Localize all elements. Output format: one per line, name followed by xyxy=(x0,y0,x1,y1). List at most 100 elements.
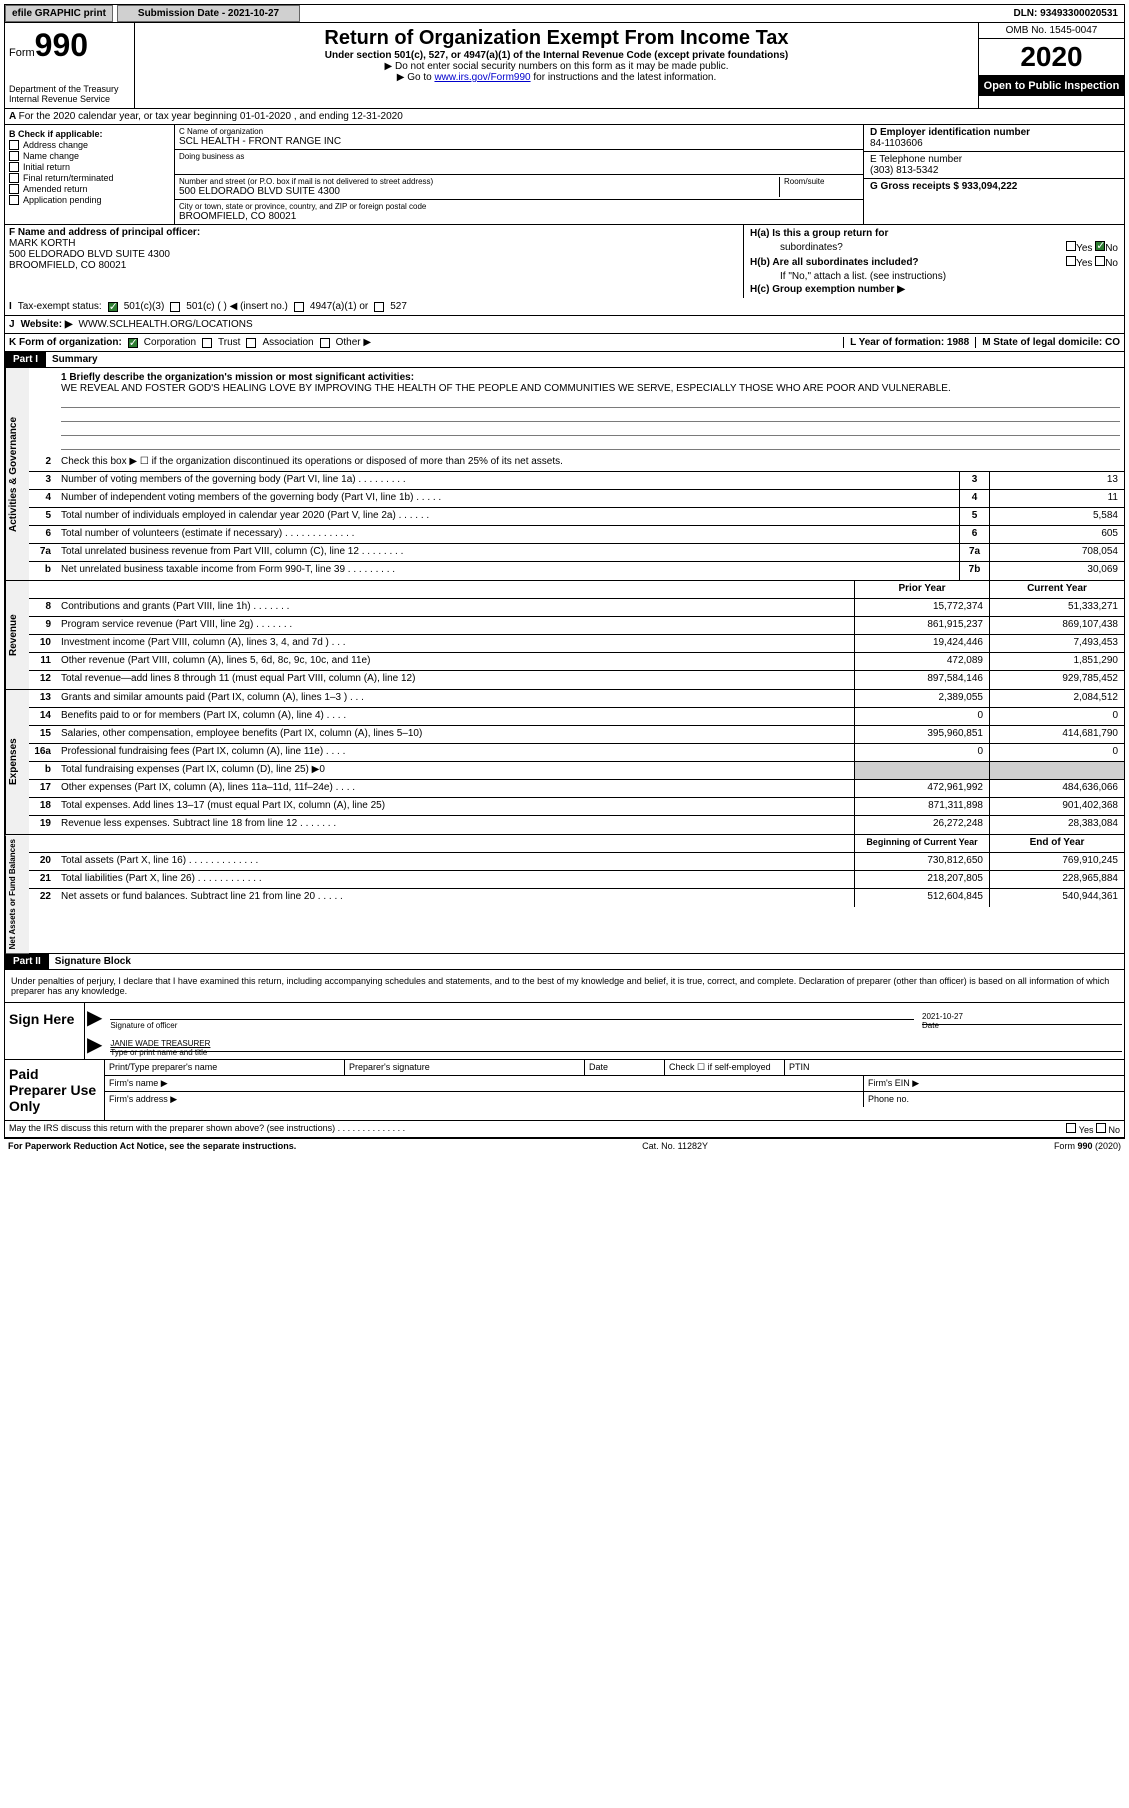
checkbox-initial[interactable] xyxy=(9,162,19,172)
no-label: No xyxy=(1108,1125,1120,1135)
omb-number: OMB No. 1545-0047 xyxy=(979,23,1124,39)
part1-header: Part I xyxy=(5,352,46,367)
checkbox-address[interactable] xyxy=(9,140,19,150)
527-checkbox[interactable] xyxy=(374,302,384,312)
dba-label: Doing business as xyxy=(179,152,859,161)
sign-here-label: Sign Here xyxy=(5,1003,85,1059)
box-c: C Name of organization SCL HEALTH - FRON… xyxy=(175,125,864,224)
assoc-checkbox[interactable] xyxy=(246,338,256,348)
4947-checkbox[interactable] xyxy=(294,302,304,312)
prep-date-label: Date xyxy=(585,1060,665,1075)
org-name-label: C Name of organization xyxy=(179,127,859,136)
discuss-q: May the IRS discuss this return with the… xyxy=(9,1123,405,1135)
opt-initial: Initial return xyxy=(23,162,70,172)
ha-yes-checkbox[interactable] xyxy=(1066,241,1076,251)
title-box: Return of Organization Exempt From Incom… xyxy=(135,23,979,108)
form-number-box: Form990 Department of the Treasury Inter… xyxy=(5,23,135,108)
top-bar: efile GRAPHIC print Submission Date - 20… xyxy=(4,4,1125,23)
instruction-1: ▶ Do not enter social security numbers o… xyxy=(139,61,974,72)
dln-label: DLN: 93493300020531 xyxy=(1007,6,1124,21)
revenue-label: Revenue xyxy=(5,581,29,689)
netassets-label: Net Assets or Fund Balances xyxy=(5,835,29,953)
box-f: F Name and address of principal officer:… xyxy=(5,225,744,298)
hb-no-checkbox[interactable] xyxy=(1095,256,1105,266)
firm-addr-label: Firm's address ▶ xyxy=(105,1092,864,1107)
addr-label: Number and street (or P.O. box if mail i… xyxy=(179,177,779,186)
hb-note: If "No," attach a list. (see instruction… xyxy=(780,270,1118,283)
discuss-yes-checkbox[interactable] xyxy=(1066,1123,1076,1133)
paid-preparer-label: Paid Preparer Use Only xyxy=(5,1060,105,1120)
submission-date: Submission Date - 2021-10-27 xyxy=(117,5,300,22)
discuss-no-checkbox[interactable] xyxy=(1096,1123,1106,1133)
opt-assoc: Association xyxy=(262,337,313,348)
tax-status-label: Tax-exempt status: xyxy=(18,301,102,312)
city-label: City or town, state or province, country… xyxy=(179,202,859,211)
box-h: H(a) Is this a group return for subordin… xyxy=(744,225,1124,298)
phone-val: (303) 813-5342 xyxy=(870,165,1118,176)
firm-ein-label: Firm's EIN ▶ xyxy=(864,1076,1124,1091)
website-val: WWW.SCLHEALTH.ORG/LOCATIONS xyxy=(79,319,253,330)
box-b: B Check if applicable: Address change Na… xyxy=(5,125,175,224)
irs-link[interactable]: www.irs.gov/Form990 xyxy=(434,72,530,83)
section-a-line: A For the 2020 calendar year, or tax yea… xyxy=(4,109,1125,125)
officer-name: MARK KORTH xyxy=(9,238,739,249)
arrow-icon-2: ▶ xyxy=(87,1032,102,1057)
prep-self-label: Check ☐ if self-employed xyxy=(665,1060,785,1075)
prep-sig-label: Preparer's signature xyxy=(345,1060,585,1075)
instruction-2b: for instructions and the latest informat… xyxy=(531,72,717,83)
governance-label: Activities & Governance xyxy=(5,368,29,580)
opt-other: Other ▶ xyxy=(336,337,371,348)
end-year-header: End of Year xyxy=(989,835,1124,852)
hb-yes-checkbox[interactable] xyxy=(1066,256,1076,266)
tax-year-line: For the 2020 calendar year, or tax year … xyxy=(19,111,403,122)
addr-val: 500 ELDORADO BLVD SUITE 4300 xyxy=(179,186,779,197)
checkbox-amended[interactable] xyxy=(9,184,19,194)
opt-address: Address change xyxy=(23,140,88,150)
checkbox-final[interactable] xyxy=(9,173,19,183)
opt-527: 527 xyxy=(390,301,407,312)
firm-phone-label: Phone no. xyxy=(864,1092,1124,1107)
checkbox-pending[interactable] xyxy=(9,195,19,205)
501c3-checkbox[interactable] xyxy=(108,302,118,312)
year-formation: L Year of formation: 1988 xyxy=(843,337,969,348)
omb-box: OMB No. 1545-0047 2020 Open to Public In… xyxy=(979,23,1124,108)
website-label: Website: ▶ xyxy=(21,319,73,330)
501c-checkbox[interactable] xyxy=(170,302,180,312)
opt-501c3: 501(c)(3) xyxy=(124,301,165,312)
dept-label: Department of the Treasury Internal Reve… xyxy=(9,84,130,104)
pra-notice: For Paperwork Reduction Act Notice, see … xyxy=(8,1141,296,1151)
officer-addr2: BROOMFIELD, CO 80021 xyxy=(9,260,739,271)
opt-final: Final return/terminated xyxy=(23,173,114,183)
opt-name: Name change xyxy=(23,151,79,161)
efile-button[interactable]: efile GRAPHIC print xyxy=(5,5,113,22)
checkbox-name[interactable] xyxy=(9,151,19,161)
subtitle: Under section 501(c), 527, or 4947(a)(1)… xyxy=(139,50,974,61)
yes-label: Yes xyxy=(1079,1125,1094,1135)
officer-addr1: 500 ELDORADO BLVD SUITE 4300 xyxy=(9,249,739,260)
box-b-label: B Check if applicable: xyxy=(9,129,170,139)
mission-q: 1 Briefly describe the organization's mi… xyxy=(61,372,1120,383)
org-name: SCL HEALTH - FRONT RANGE INC xyxy=(179,136,859,147)
phone-label: E Telephone number xyxy=(870,154,1118,165)
trust-checkbox[interactable] xyxy=(202,338,212,348)
box-d-e-g: D Employer identification number 84-1103… xyxy=(864,125,1124,224)
ha-label: H(a) Is this a group return for xyxy=(750,228,888,239)
firm-name-label: Firm's name ▶ xyxy=(105,1076,864,1091)
hb-label: H(b) Are all subordinates included? xyxy=(750,257,919,268)
state-domicile: M State of legal domicile: CO xyxy=(975,337,1120,348)
mission-text: WE REVEAL AND FOSTER GOD'S HEALING LOVE … xyxy=(61,383,1120,394)
form-footer: Form 990 (2020) xyxy=(1054,1141,1121,1151)
open-public-badge: Open to Public Inspection xyxy=(979,76,1124,96)
form-org-label: K Form of organization: xyxy=(9,337,122,348)
main-title: Return of Organization Exempt From Incom… xyxy=(139,27,974,50)
sig-officer-label: Signature of officer xyxy=(110,1019,914,1030)
gross-receipts: G Gross receipts $ 933,094,222 xyxy=(870,181,1118,192)
corp-checkbox[interactable] xyxy=(128,338,138,348)
opt-501c: 501(c) ( ) ◀ (insert no.) xyxy=(186,301,288,312)
cat-no: Cat. No. 11282Y xyxy=(642,1141,708,1151)
ha-no-checkbox[interactable] xyxy=(1095,241,1105,251)
sig-date-val: 2021-10-27 xyxy=(922,1012,1122,1021)
other-checkbox[interactable] xyxy=(320,338,330,348)
hc-label: H(c) Group exemption number ▶ xyxy=(750,284,905,295)
opt-trust: Trust xyxy=(218,337,240,348)
